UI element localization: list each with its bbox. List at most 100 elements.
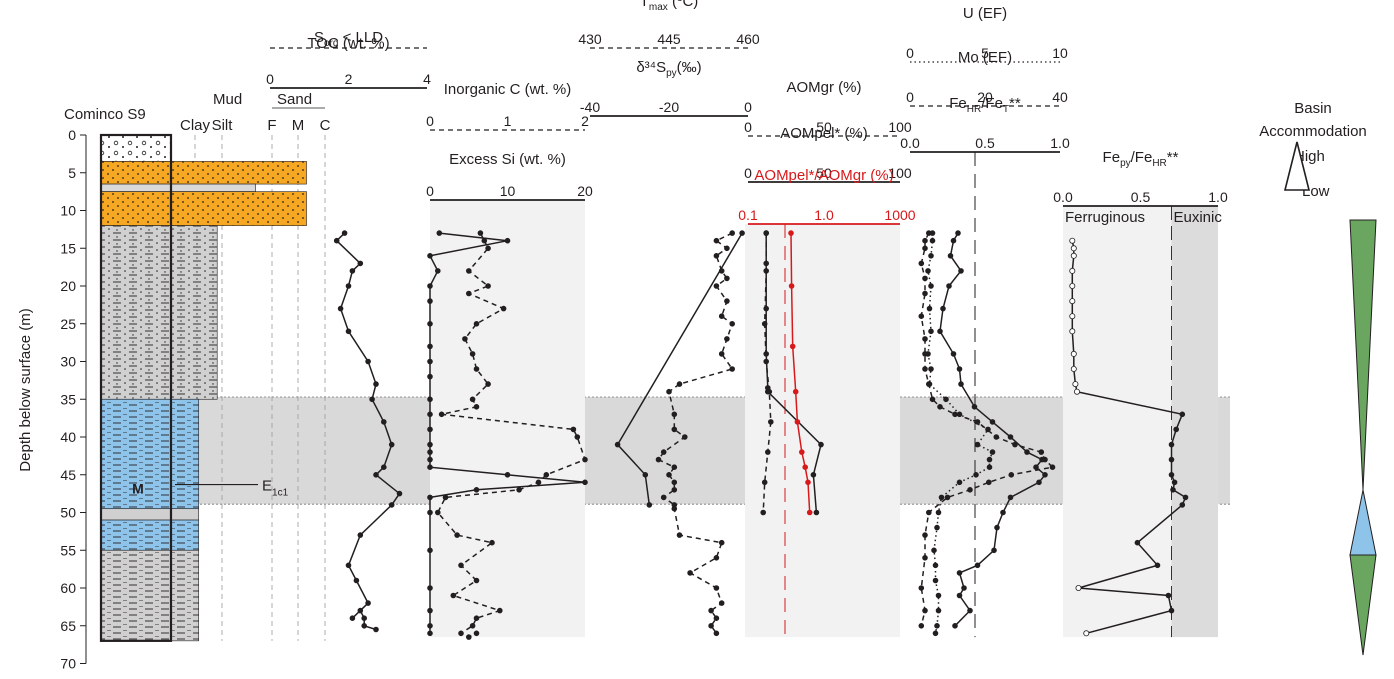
data-point-redox-2 (922, 290, 928, 297)
accommodation-title-1: Basin (1294, 100, 1332, 117)
axis-label-part: /Fe (981, 95, 1003, 112)
data-point-redox-0 (946, 283, 952, 289)
core-unit-pattern-0 (101, 135, 171, 162)
axis-label-part: org (324, 38, 338, 49)
data-point-toc-0 (373, 471, 379, 478)
panel-backgrounds (100, 200, 1230, 638)
data-point-toc-0 (373, 381, 379, 387)
data-point-tmax-0 (642, 471, 649, 478)
data-point-tmax-1 (671, 479, 678, 486)
axis-label-part: Inorganic C (wt. %) (444, 81, 572, 98)
data-point-tmax-1 (718, 600, 725, 606)
core-unit-6 (100, 508, 200, 521)
grain-class-label: Clay (180, 117, 211, 134)
data-point-inorg-0 (427, 426, 433, 433)
panel-inorg: 0 1 2 Inorganic C (wt. %) 0 10 20 Excess Si (wt… (426, 81, 593, 640)
data-point-tmax-1 (671, 464, 678, 471)
data-point-inorg-1 (469, 351, 476, 357)
data-point-inorg-1 (485, 381, 491, 387)
data-point-toc-0 (388, 502, 395, 508)
core-unit-2 (100, 183, 256, 192)
axis-label-redox-0: U (EF) (963, 5, 1007, 22)
series-line-redox-0 (939, 232, 1047, 627)
axis-tick-label: 1.0 (1208, 189, 1228, 205)
data-point-redox-0 (956, 592, 963, 599)
axis-label-part: AOMgr (%) (787, 79, 862, 96)
data-point-inorg-1 (473, 366, 480, 372)
data-point-redox-2 (1012, 441, 1018, 448)
data-point-aom-1 (767, 419, 774, 425)
data-point-aom-0 (818, 441, 824, 448)
axis-tick-label: 1 (504, 113, 512, 129)
axis-label-redox-1: Mo (EF) (958, 49, 1012, 66)
axis-label-part: AOMpel* (%) (780, 125, 868, 142)
depth-tick-label: 20 (60, 278, 76, 294)
data-point-toc-0 (369, 396, 375, 403)
axis-label-fepy-0: Fepy/FeHR** (1103, 149, 1179, 169)
data-point-redox-0 (1007, 494, 1014, 501)
data-point-tmax-1 (708, 622, 714, 629)
data-point-inorg-1 (450, 592, 457, 599)
data-point-inorg-1 (465, 634, 472, 640)
axis-tick-label: 100 (888, 119, 912, 135)
axis-label-part: HR (967, 104, 981, 115)
data-point-toc-0 (396, 490, 403, 497)
data-point-tmax-1 (729, 366, 735, 372)
data-point-redox-1 (935, 607, 942, 614)
data-point-fepy-0 (1168, 607, 1175, 614)
data-point-tmax-1 (718, 539, 725, 546)
data-point-inorg-1 (500, 305, 507, 312)
accommodation-blue (1349, 489, 1377, 556)
axis-tick-label: 430 (578, 31, 602, 47)
data-point-redox-1 (973, 471, 979, 478)
data-point-redox-0 (956, 366, 963, 372)
data-point-inorg-1 (485, 283, 491, 289)
core-name: Cominco S9 (64, 106, 146, 123)
data-point-redox-0 (1033, 464, 1039, 471)
data-point-tmax-1 (724, 336, 730, 342)
data-point-inorg-1 (473, 403, 480, 410)
core-unit-pattern-5 (101, 399, 199, 509)
axis-label-part: U (EF) (963, 5, 1007, 22)
data-point-toc-0 (333, 237, 340, 244)
data-point-toc-0 (345, 328, 352, 335)
depth-tick-label: 45 (60, 467, 76, 483)
data-point-inorg-0 (427, 607, 433, 614)
data-point-redox-1 (935, 509, 942, 516)
axis-label-part: max (649, 2, 668, 13)
depth-tick-label: 25 (60, 316, 76, 332)
axis-label-inorg-1: Excess Si (wt. %) (449, 151, 566, 168)
data-point-aom-2 (806, 509, 813, 516)
data-point-tmax-1 (671, 426, 678, 433)
data-point-redox-0 (950, 237, 957, 244)
data-point-aom-1 (763, 230, 769, 236)
data-point-redox-2 (918, 313, 925, 320)
axis-tick-label: 0 (744, 99, 752, 115)
data-point-inorg-1 (458, 630, 464, 637)
data-point-tmax-1 (666, 388, 672, 395)
axis-label-part: TOC (wt. %) (307, 35, 389, 52)
data-point-aom-2 (798, 449, 805, 455)
data-point-fepy-0 (1165, 592, 1172, 599)
data-point-redox-2 (952, 411, 958, 418)
data-point-tmax-1 (724, 298, 730, 304)
data-point-inorg-0 (504, 237, 511, 244)
annotation-sub: 1c1 (272, 488, 289, 499)
data-point-redox-2 (967, 486, 973, 493)
data-point-aom-1 (764, 449, 771, 455)
data-point-fepy-0 (1070, 245, 1077, 252)
data-point-redox-0 (994, 524, 1000, 531)
data-point-redox-2 (922, 554, 928, 561)
data-point-fepy-0 (1168, 471, 1175, 478)
axis-label-part: T (1003, 104, 1009, 115)
data-point-fepy-0 (1173, 426, 1179, 433)
data-point-inorg-1 (473, 320, 480, 327)
data-point-aom-1 (761, 320, 768, 327)
data-point-tmax-1 (687, 570, 693, 576)
depth-tick-label: 50 (60, 505, 76, 521)
data-point-inorg-1 (458, 562, 464, 569)
data-point-inorg-1 (570, 426, 577, 433)
data-point-redox-1 (928, 328, 934, 335)
accommodation-green-lower (1349, 554, 1377, 656)
